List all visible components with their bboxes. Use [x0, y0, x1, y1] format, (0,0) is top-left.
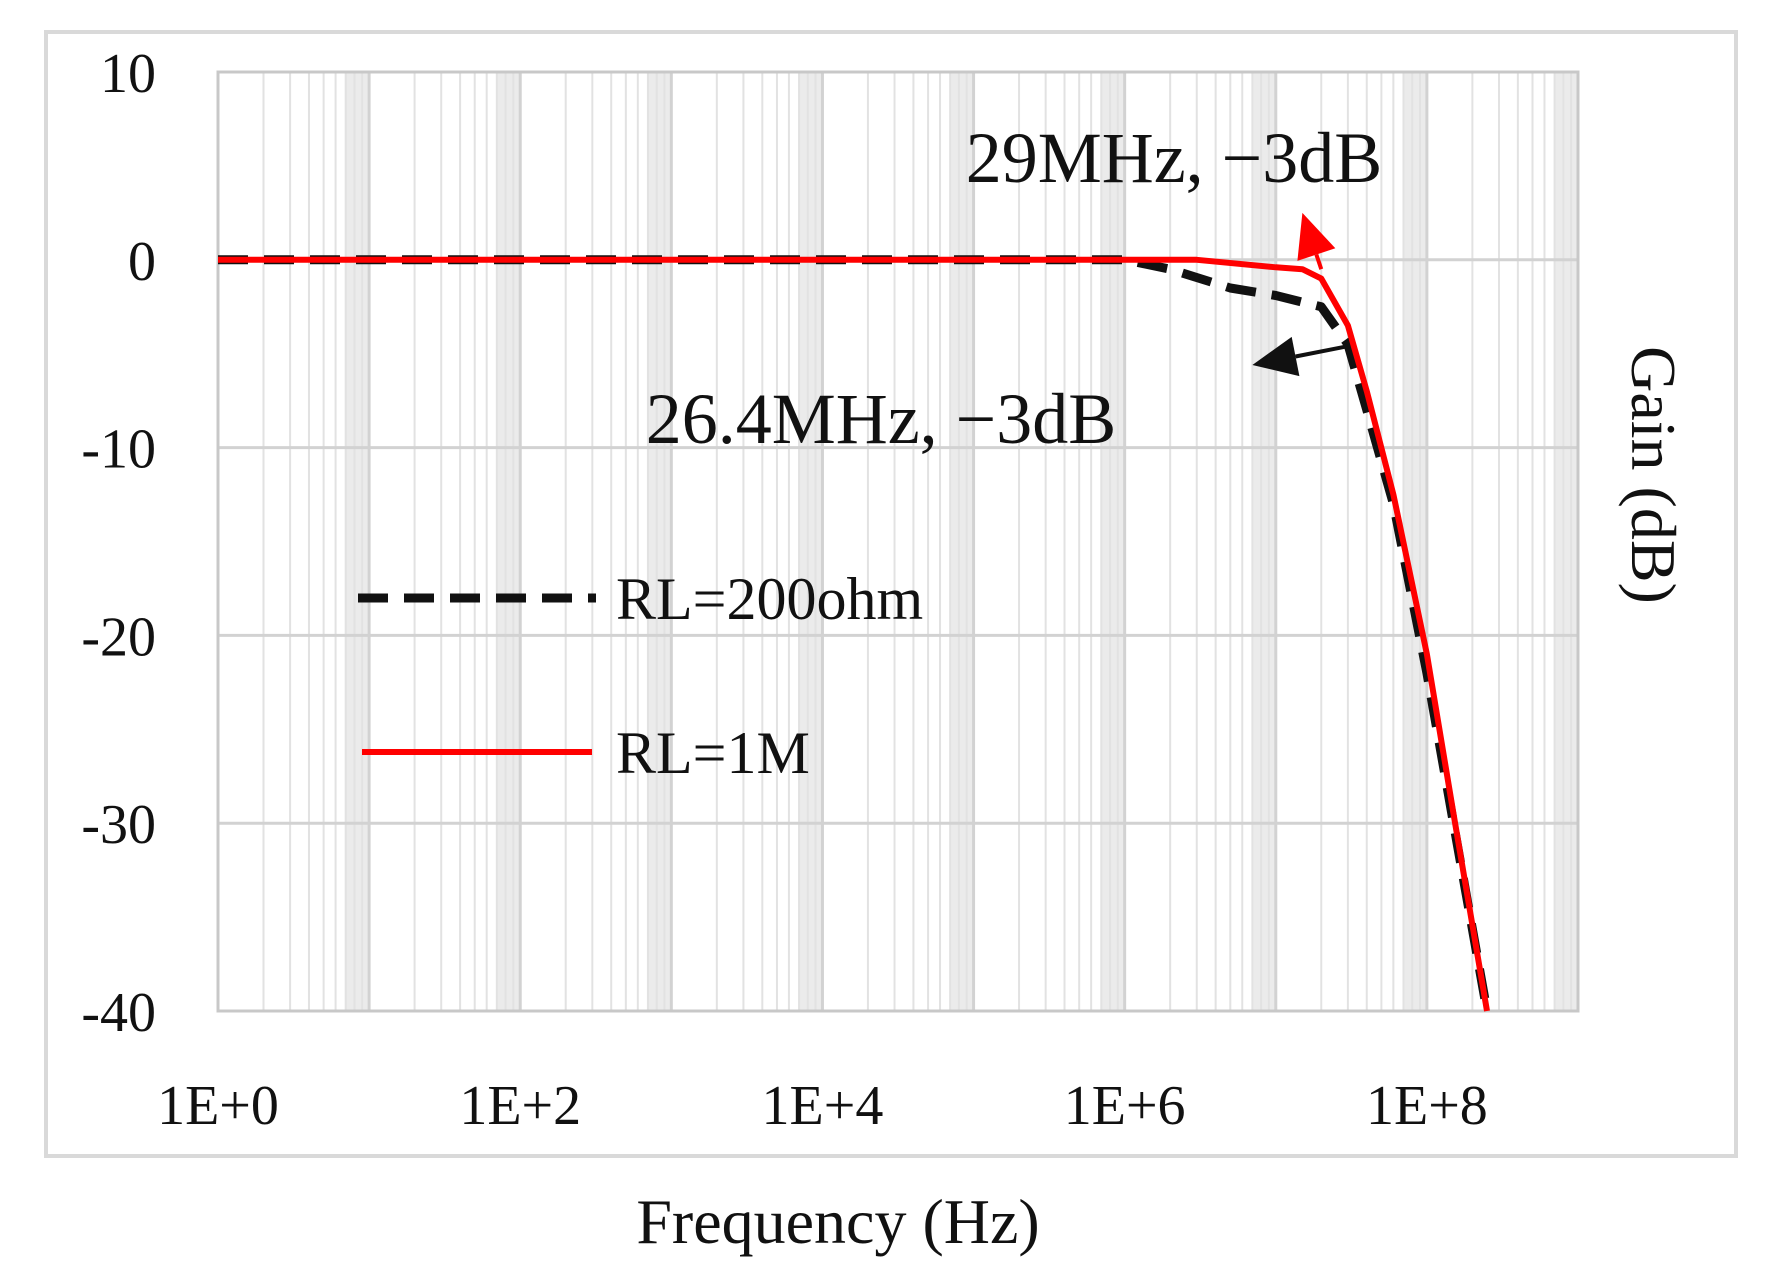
decade-band — [1101, 72, 1125, 1011]
annotation-29mhz: 29MHz, −3dB — [966, 118, 1383, 198]
plot-bands — [345, 72, 1578, 1011]
decade-band — [1403, 72, 1427, 1011]
x-tick-label: 1E+6 — [1064, 1075, 1186, 1137]
y-axis-title: Gain (dB) — [1618, 346, 1689, 604]
series-line-rl-1m — [218, 256, 1490, 1012]
x-tick-label: 1E+4 — [762, 1075, 884, 1137]
x-tick-label: 1E+0 — [157, 1075, 279, 1137]
x-tick-labels: 1E+0 1E+2 1E+4 1E+6 1E+8 — [157, 1075, 1488, 1137]
minor-gridlines — [262, 72, 1573, 1011]
annotation-26-4mhz: 26.4MHz, −3dB — [646, 379, 1117, 459]
decade-band — [799, 72, 823, 1011]
annotation-arrow-shaft-0 — [1314, 253, 1324, 270]
x-tick-label: 1E+8 — [1366, 1075, 1488, 1137]
decade-band — [1554, 72, 1578, 1011]
y-tick-label: -40 — [81, 982, 156, 1044]
decade-band — [1252, 72, 1276, 1011]
legend: RL=200ohm RL=1M — [358, 566, 923, 786]
y-tick-labels: 10 0 -10 -20 -30 -40 — [81, 43, 156, 1044]
decade-band — [345, 72, 370, 1011]
plot-area-border — [216, 70, 1580, 1013]
annotation-arrow-shaft-1 — [1295, 344, 1349, 359]
x-axis-title: Frequency (Hz) — [636, 1186, 1039, 1257]
decade-band — [647, 72, 672, 1011]
legend-label-rl-200ohm: RL=200ohm — [616, 566, 923, 632]
y-tick-label: -20 — [81, 606, 156, 668]
annotation-arrow-head-0 — [1297, 212, 1336, 261]
x-tick-label: 1E+2 — [459, 1075, 581, 1137]
series-lines — [218, 255, 1492, 1012]
decade-band — [496, 72, 521, 1011]
legend-label-rl-1m: RL=1M — [616, 720, 810, 786]
decade-band — [950, 72, 974, 1011]
annotation-arrow-head-1 — [1252, 336, 1300, 377]
y-tick-label: -30 — [81, 794, 156, 856]
y-tick-label: -10 — [81, 419, 156, 481]
annotations — [1252, 212, 1349, 377]
y-tick-label: 0 — [128, 231, 156, 293]
chart-frame — [44, 30, 1738, 1158]
y-tick-label: 10 — [100, 43, 156, 105]
